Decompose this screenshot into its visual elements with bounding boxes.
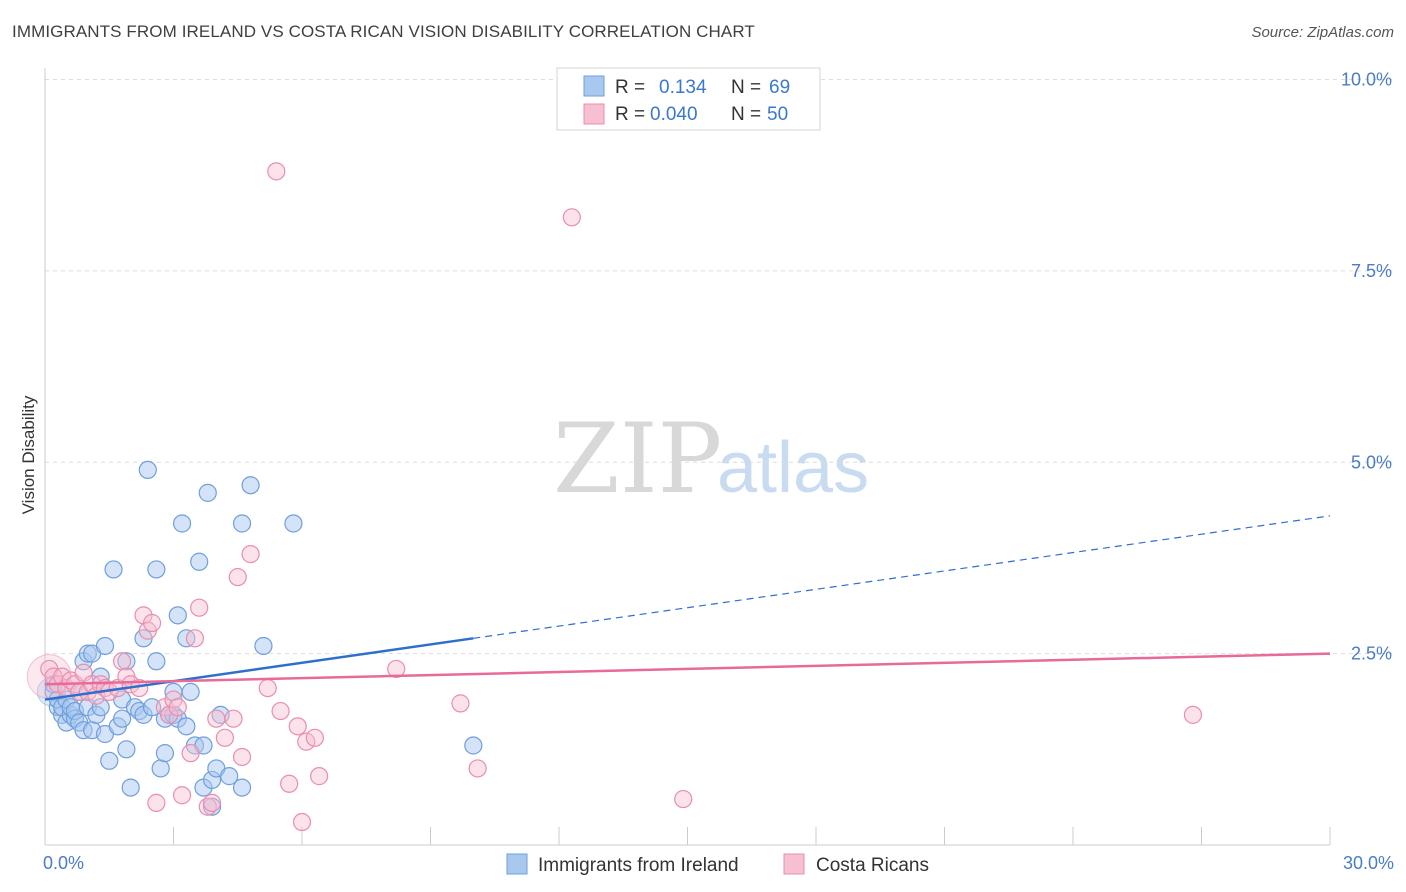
ireland-point — [232, 778, 252, 797]
ireland-point — [91, 698, 110, 717]
costa-point — [1183, 705, 1203, 724]
costa-point — [142, 613, 162, 633]
costa-point — [258, 678, 277, 698]
costa-point — [185, 629, 205, 648]
ireland-point — [220, 767, 239, 786]
correlation-legend: R = 0.134 N = 69 R = 0.040 N = 50 — [556, 67, 821, 131]
ireland-point — [190, 552, 209, 571]
costa-point — [310, 767, 329, 786]
costa-point — [292, 812, 312, 832]
ireland-point — [241, 476, 260, 495]
watermark-zip: ZIP — [553, 403, 722, 515]
ireland-point — [464, 736, 483, 755]
costa-point — [562, 208, 581, 227]
bottom-legend-swatch-ireland — [506, 853, 528, 875]
ireland-point — [95, 636, 115, 656]
series-legend: Immigrants from Ireland Costa Ricans — [506, 853, 929, 876]
costa-point — [468, 759, 487, 778]
costa-point — [297, 732, 316, 751]
ireland-point — [198, 483, 217, 502]
costa-trend-line — [44, 652, 1331, 686]
y-tick-label: 5.0% — [1351, 452, 1392, 472]
ireland-point — [232, 514, 252, 533]
x-tick-label: 0.0% — [43, 853, 84, 873]
ireland-point — [177, 717, 196, 736]
costa-point — [305, 728, 324, 747]
costa-point — [387, 659, 406, 679]
gridlines — [45, 79, 1392, 655]
costa-point — [271, 701, 290, 721]
ireland-point — [112, 709, 132, 728]
ireland-point — [104, 560, 123, 579]
legend-n-label-1: N = — [731, 77, 761, 98]
ireland-point — [147, 560, 166, 579]
costa-point — [674, 789, 693, 809]
costa-point — [181, 744, 200, 763]
costa-point — [228, 567, 247, 587]
legend-r-value-1: 0.134 — [659, 77, 707, 98]
legend-n-label-2: N = — [731, 104, 761, 125]
ireland-point — [117, 652, 136, 671]
costa-point — [147, 793, 166, 812]
costa-point — [267, 162, 286, 181]
costa-point — [215, 728, 234, 747]
ireland-point — [181, 682, 200, 702]
ireland-point — [254, 636, 273, 656]
ireland-point — [151, 759, 170, 778]
bottom-legend-costa: Costa Ricans — [816, 855, 929, 876]
costa-point — [207, 709, 226, 728]
series-ireland-points — [36, 460, 483, 816]
y-tick-label: 7.5% — [1351, 261, 1392, 281]
ireland-point — [121, 778, 140, 797]
axes: 2.5% 5.0% 7.5% 10.0% 0.0% 30.0% — [43, 68, 1394, 873]
ireland-point — [147, 652, 166, 671]
ireland-point — [202, 797, 222, 816]
y-tick-label: 2.5% — [1351, 644, 1392, 664]
costa-point — [232, 747, 252, 767]
costa-point — [288, 717, 307, 736]
ireland-trend-solid — [44, 637, 474, 701]
ireland-point — [138, 460, 157, 480]
ireland-point — [100, 751, 119, 770]
costa-point — [202, 793, 222, 812]
legend-swatch-costa — [583, 103, 605, 125]
y-tick-label: 10.0% — [1341, 70, 1392, 90]
x-tick-label: 30.0% — [1343, 853, 1394, 873]
legend-n-value-1: 69 — [769, 77, 790, 98]
costa-point — [172, 786, 192, 805]
legend-r-value-2: 0.040 — [650, 104, 698, 125]
bottom-legend-swatch-costa — [783, 853, 805, 875]
source-label: Source: ZipAtlas.com — [1251, 24, 1394, 41]
costa-point — [451, 694, 470, 713]
ireland-point — [155, 744, 175, 763]
costa-point — [112, 652, 132, 671]
costa-point — [241, 545, 260, 564]
legend-swatch-ireland — [583, 75, 605, 97]
watermark-atlas: atlas — [717, 428, 869, 508]
y-axis-label: Vision Disability — [19, 395, 38, 514]
legend-r-label-1: R = — [615, 77, 645, 98]
costa-point — [190, 598, 209, 617]
ireland-trend-dashed — [473, 515, 1331, 639]
bottom-legend-ireland: Immigrants from Ireland — [538, 855, 739, 876]
legend-n-value-2: 50 — [767, 104, 788, 125]
ireland-point — [284, 514, 303, 533]
trend-lines — [44, 515, 1331, 701]
costa-point — [280, 774, 299, 793]
series-costa-points — [26, 162, 1203, 832]
ireland-point — [142, 698, 162, 717]
chart-title: IMMIGRANTS FROM IRELAND VS COSTA RICAN V… — [12, 22, 755, 41]
ireland-point — [172, 514, 192, 533]
ireland-point — [117, 740, 136, 759]
costa-point — [224, 709, 243, 728]
legend-r-label-2: R = — [615, 104, 645, 125]
ireland-point — [168, 606, 187, 625]
costa-point — [168, 698, 187, 717]
